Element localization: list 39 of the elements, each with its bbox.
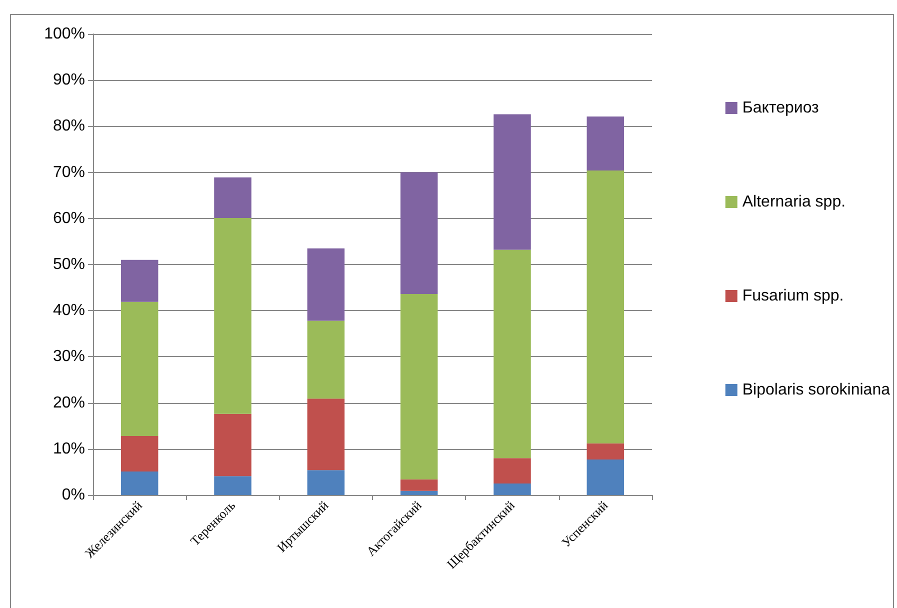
bar (214, 414, 252, 476)
bar (214, 218, 252, 414)
y-tick-label: 0% (62, 486, 85, 504)
bar (400, 294, 438, 480)
y-tick-label: 100% (44, 26, 85, 42)
bar (120, 436, 158, 472)
bar (586, 460, 624, 495)
bar (214, 177, 252, 218)
y-tick-label: 40% (52, 302, 85, 320)
legend-label: Alternaria spp. (742, 194, 846, 210)
bar (586, 170, 624, 444)
bar (494, 114, 531, 250)
y-tick-label: 90% (52, 72, 85, 89)
y-tick-label: 30% (52, 348, 85, 366)
bar (307, 320, 345, 399)
y-tick-label: 60% (52, 210, 85, 227)
bar (494, 458, 531, 484)
bar (120, 260, 158, 302)
bar (120, 302, 158, 436)
bar (400, 479, 438, 491)
legend-label: Fusarium spp. (742, 288, 844, 304)
bar (400, 172, 438, 294)
bar (307, 398, 345, 470)
y-tick-label: 50% (52, 256, 85, 273)
y-tick-label: 80% (52, 118, 85, 135)
y-tick-label: 70% (52, 164, 85, 181)
bar (214, 476, 252, 495)
y-tick-label: 20% (52, 394, 85, 412)
bar (586, 116, 624, 170)
bar (400, 490, 438, 495)
bar (307, 470, 345, 495)
y-tick-label: 10% (52, 440, 85, 458)
bar (494, 483, 531, 495)
legend-label: Бактериоз (742, 100, 819, 116)
legend-label: Bipolaris sorokiniana (742, 382, 890, 398)
bar (586, 443, 624, 460)
bar (120, 471, 158, 495)
bar (494, 250, 531, 458)
bar (307, 248, 345, 321)
